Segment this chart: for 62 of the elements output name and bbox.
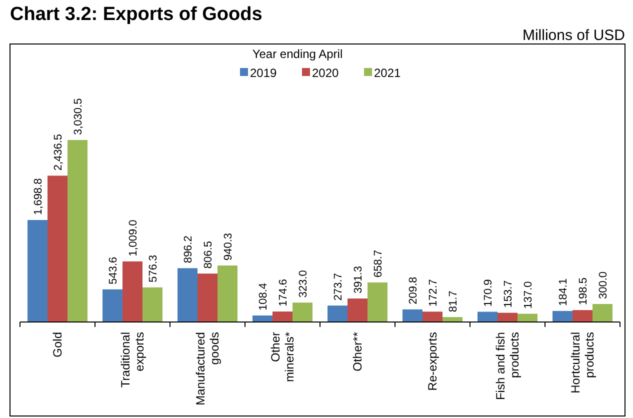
legend-label: 2020 — [312, 66, 340, 80]
x-tick-label: Hortcultural products — [568, 332, 596, 394]
data-label: 940.3 — [222, 233, 234, 261]
bar — [348, 298, 368, 322]
data-label: 184.1 — [558, 278, 570, 306]
bar — [122, 261, 142, 322]
bar — [198, 274, 218, 322]
bar — [572, 310, 592, 322]
data-label: 170.9 — [482, 279, 494, 307]
x-tick-label: Other** — [350, 332, 364, 372]
text: Millions of USD — [522, 27, 626, 44]
data-label: 896.2 — [182, 236, 194, 264]
bar — [272, 312, 292, 322]
bar — [252, 315, 272, 322]
data-label: 198.5 — [578, 278, 590, 306]
data-label: 2,436.5 — [52, 134, 64, 171]
data-label: 391.3 — [352, 266, 364, 294]
bar — [368, 282, 388, 322]
x-tick-label: Fish and fish products — [494, 332, 522, 400]
bar — [328, 306, 348, 322]
data-label: 323.0 — [298, 270, 310, 298]
bar — [402, 309, 422, 322]
data-label: 172.7 — [428, 279, 440, 307]
data-label: 1,009.0 — [128, 220, 140, 256]
data-label: 81.7 — [448, 290, 460, 312]
data-label: 209.8 — [408, 276, 420, 304]
bar — [178, 268, 198, 322]
legend-title: Year ending April — [252, 47, 343, 61]
data-label: 137.0 — [522, 281, 534, 309]
data-label: 108.4 — [258, 282, 270, 310]
bar — [552, 310, 572, 322]
bar — [48, 176, 68, 322]
bar — [518, 314, 538, 322]
data-label: 153.7 — [502, 280, 514, 308]
bar — [142, 287, 162, 322]
bar — [218, 266, 238, 322]
x-tick-label: Manufactured goods — [194, 332, 222, 406]
bar — [102, 289, 122, 322]
x-tick-label: Gold — [50, 332, 64, 358]
bar — [68, 140, 88, 322]
legend-label: 2019 — [250, 66, 278, 80]
data-label: 658.7 — [372, 250, 384, 278]
bar — [422, 312, 442, 322]
x-tick-label: Re-exports — [426, 332, 440, 391]
bar — [478, 312, 498, 322]
chart-title: Chart 3.2: Exports of Goods — [10, 4, 262, 25]
data-label: 273.7 — [332, 273, 344, 301]
data-label: 300.0 — [598, 271, 610, 299]
bar — [292, 302, 312, 322]
legend-label: 2021 — [374, 66, 402, 80]
bar — [592, 304, 612, 322]
bar — [28, 220, 48, 322]
data-label: 543.6 — [108, 256, 120, 284]
bar — [442, 317, 462, 322]
data-label: 1,698.8 — [32, 178, 44, 215]
data-label: 174.6 — [278, 278, 290, 307]
data-label: 576.3 — [148, 254, 160, 282]
x-tick-label: Other minerals* — [268, 332, 296, 382]
bar — [498, 312, 518, 322]
data-label: 806.5 — [202, 241, 214, 269]
data-label: 3,030.5 — [72, 98, 84, 135]
x-tick-label: Traditional exports — [118, 332, 146, 388]
